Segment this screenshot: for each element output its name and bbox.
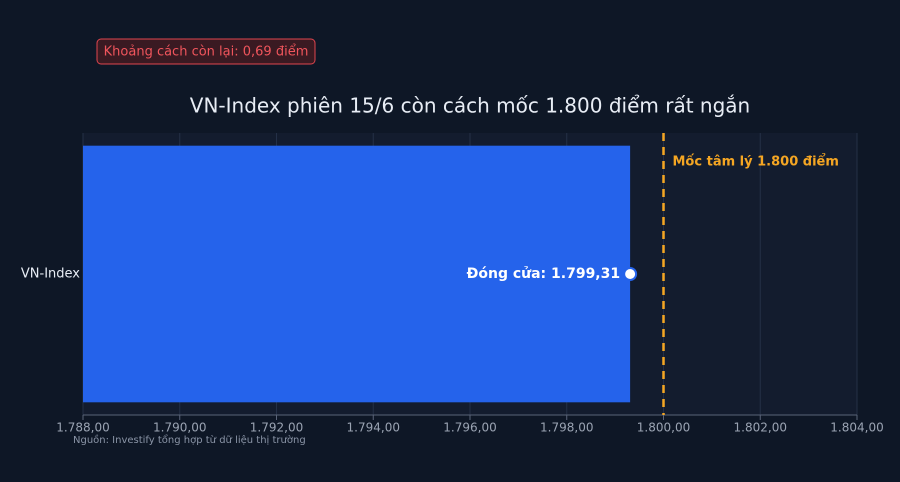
bar [83,145,631,403]
x-tick-label: 1.800,00 [637,421,690,435]
value-label: Đóng cửa: 1.799,31 [467,266,620,282]
chart-title: VN-Index phiên 15/6 còn cách mốc 1.800 đ… [190,94,750,118]
bar-end-marker [623,267,638,281]
x-tick-label: 1.790,00 [153,421,206,435]
x-tick-label: 1.798,00 [540,421,593,435]
x-tick-label: 1.802,00 [734,421,787,435]
x-tick-label: 1.792,00 [250,421,303,435]
x-tick-label: 1.794,00 [347,421,400,435]
source: Nguồn: Investify tổng hợp từ dữ liệu thị… [73,433,306,446]
x-tick-label: 1.788,00 [56,421,109,435]
y-tick-label: VN-Index [21,267,80,282]
x-tick-label: 1.804,00 [830,421,883,435]
badge: Khoảng cách còn lại: 0,69 điểm [104,45,309,60]
badge-box [96,38,316,65]
x-tick-label: 1.796,00 [443,421,496,435]
reference-label: Mốc tâm lý 1.800 điểm [673,154,839,170]
